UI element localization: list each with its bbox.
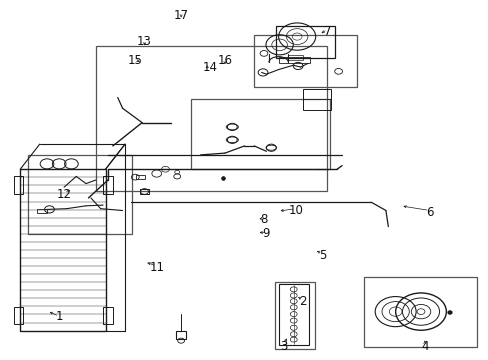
Bar [303, 89, 330, 110]
Text: 4: 4 [420, 340, 428, 353]
Text: 9: 9 [262, 227, 270, 240]
Bar [176, 330, 185, 338]
Bar [96, 45, 327, 191]
Text: 13: 13 [137, 35, 152, 49]
Text: 17: 17 [173, 9, 188, 22]
Bar [140, 189, 149, 194]
Text: 3: 3 [279, 340, 286, 353]
Bar [103, 176, 113, 194]
Bar [254, 35, 356, 87]
Text: 8: 8 [260, 213, 267, 226]
Bar [278, 57, 310, 63]
Bar [136, 175, 145, 179]
Bar [288, 55, 303, 59]
Bar [274, 282, 314, 348]
Bar [278, 284, 308, 345]
Text: 10: 10 [287, 204, 303, 217]
Bar [14, 307, 23, 324]
Bar [363, 277, 476, 347]
Text: 6: 6 [425, 206, 433, 219]
Text: 15: 15 [127, 54, 142, 67]
Bar [103, 307, 113, 324]
Text: 11: 11 [149, 261, 164, 274]
Bar [14, 176, 23, 194]
Bar [37, 209, 47, 213]
Text: 12: 12 [57, 188, 71, 201]
Bar [190, 99, 329, 169]
Text: 16: 16 [217, 54, 232, 67]
Bar [20, 169, 105, 330]
Text: 7: 7 [323, 25, 330, 38]
Text: 1: 1 [55, 310, 63, 323]
Bar [27, 155, 132, 234]
Bar [276, 26, 334, 58]
Text: 14: 14 [203, 60, 218, 73]
Text: 5: 5 [318, 249, 325, 262]
Text: 2: 2 [299, 296, 306, 309]
